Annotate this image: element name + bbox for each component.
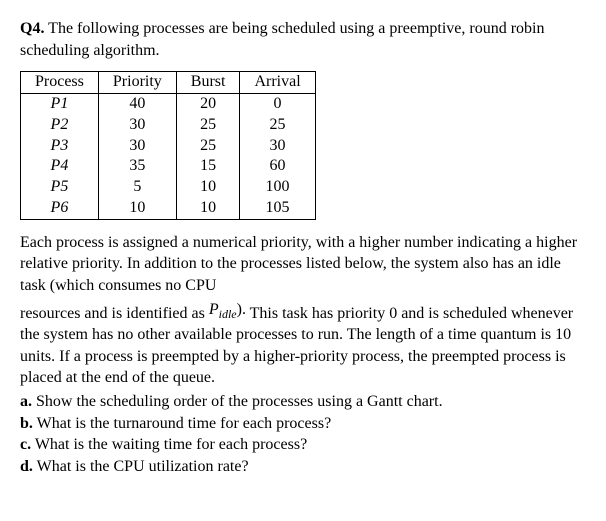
cell-priority: 40 (98, 93, 176, 114)
subquestion-d: d. What is the CPU utilization rate? (20, 456, 586, 478)
cell-burst: 15 (176, 156, 240, 177)
subq-text-a: Show the scheduling order of the process… (36, 393, 443, 410)
pidle-close: ). (237, 301, 246, 318)
cell-burst: 25 (176, 115, 240, 136)
subq-text-c: What is the waiting time for each proces… (35, 436, 307, 453)
question-heading: Q4. The following processes are being sc… (20, 18, 586, 61)
question-prompt: The following processes are being schedu… (20, 20, 544, 59)
cell-priority: 10 (98, 198, 176, 219)
cell-process: P4 (21, 156, 99, 177)
cell-process: P3 (21, 136, 99, 157)
cell-arrival: 0 (240, 93, 315, 114)
subq-text-b: What is the turnaround time for each pro… (37, 415, 332, 432)
table-header-row: Process Priority Burst Arrival (21, 72, 316, 94)
pidle-base: P (209, 301, 219, 318)
cell-burst: 10 (176, 198, 240, 219)
subq-text-d: What is the CPU utilization rate? (37, 458, 249, 475)
question-label: Q4. (20, 20, 44, 37)
table-row: P2 30 25 25 (21, 115, 316, 136)
col-header-priority: Priority (98, 72, 176, 94)
table-row: P3 30 25 30 (21, 136, 316, 157)
cell-burst: 20 (176, 93, 240, 114)
desc-p2a: resources and is identified as (20, 305, 209, 322)
cell-arrival: 100 (240, 177, 315, 198)
table-row: P6 10 10 105 (21, 198, 316, 219)
cell-arrival: 105 (240, 198, 315, 219)
subquestion-c: c. What is the waiting time for each pro… (20, 434, 586, 456)
cell-process: P5 (21, 177, 99, 198)
cell-priority: 30 (98, 136, 176, 157)
description-p2: resources and is identified as Pidle). T… (20, 299, 586, 389)
description-p1: Each process is assigned a numerical pri… (20, 232, 586, 297)
subq-label-b: b. (20, 415, 33, 432)
subquestion-a: a. Show the scheduling order of the proc… (20, 391, 586, 413)
cell-priority: 35 (98, 156, 176, 177)
process-table: Process Priority Burst Arrival P1 40 20 … (20, 71, 316, 220)
cell-burst: 10 (176, 177, 240, 198)
table-row: P4 35 15 60 (21, 156, 316, 177)
col-header-burst: Burst (176, 72, 240, 94)
col-header-process: Process (21, 72, 99, 94)
table-row: P1 40 20 0 (21, 93, 316, 114)
cell-burst: 25 (176, 136, 240, 157)
pidle-sub: idle (219, 307, 237, 321)
subq-label-a: a. (20, 393, 32, 410)
cell-process: P6 (21, 198, 99, 219)
pidle-symbol: Pidle). (209, 299, 246, 322)
cell-process: P1 (21, 93, 99, 114)
cell-arrival: 60 (240, 156, 315, 177)
cell-priority: 5 (98, 177, 176, 198)
cell-priority: 30 (98, 115, 176, 136)
subq-label-d: d. (20, 458, 33, 475)
subq-label-c: c. (20, 436, 31, 453)
cell-arrival: 25 (240, 115, 315, 136)
col-header-arrival: Arrival (240, 72, 315, 94)
cell-arrival: 30 (240, 136, 315, 157)
cell-process: P2 (21, 115, 99, 136)
table-row: P5 5 10 100 (21, 177, 316, 198)
subquestion-b: b. What is the turnaround time for each … (20, 413, 586, 435)
